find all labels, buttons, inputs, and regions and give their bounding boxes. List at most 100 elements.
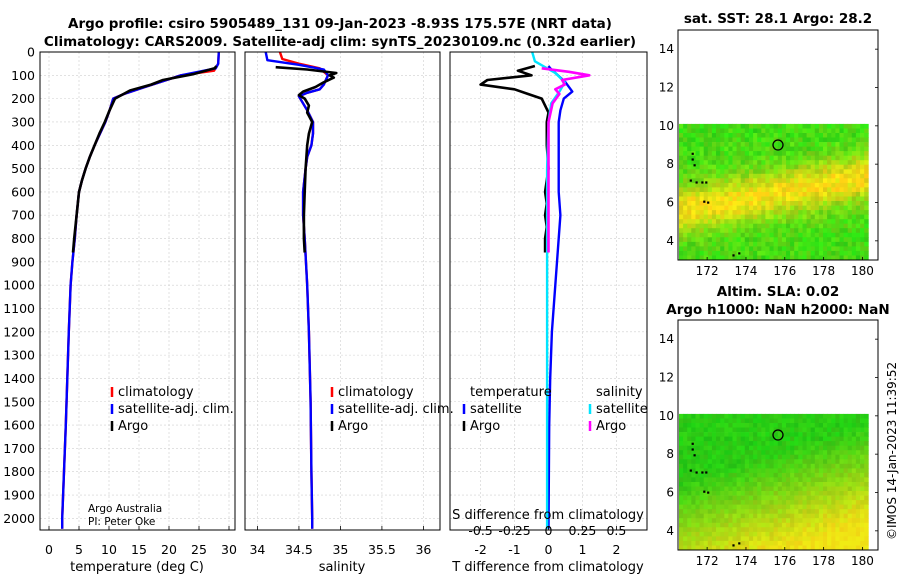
map-cell — [749, 540, 754, 546]
map-cell — [827, 255, 832, 261]
map-cell — [810, 187, 816, 193]
map-cell — [786, 540, 791, 546]
map-cell — [831, 495, 836, 501]
map-cell — [814, 123, 820, 129]
map-cell — [720, 477, 725, 483]
map-cell — [736, 210, 742, 215]
map-cell — [732, 173, 737, 179]
map-cell — [699, 160, 705, 166]
map-cell — [835, 151, 840, 156]
map-cell — [744, 518, 750, 524]
map-cell — [749, 228, 754, 234]
map-cell — [860, 246, 865, 252]
map-cell — [707, 250, 713, 256]
map-cell — [711, 232, 717, 238]
map-cell — [786, 513, 791, 519]
map-cell — [843, 491, 849, 496]
map-cell — [855, 187, 861, 193]
map-cell — [773, 210, 779, 215]
map-cell — [810, 169, 816, 175]
map-cell — [707, 178, 713, 184]
map-cell — [761, 205, 766, 211]
map-cell — [843, 205, 849, 211]
map-cell — [711, 255, 717, 261]
map-cell — [773, 142, 779, 147]
map-cell — [864, 463, 869, 469]
map-cell — [773, 459, 779, 465]
depth-tick-label: 200 — [11, 91, 35, 106]
map-cell — [864, 137, 869, 143]
lat-tick-label: 10 — [659, 409, 674, 423]
map-cell — [757, 182, 762, 188]
map-cell — [703, 463, 709, 469]
map-cell — [703, 477, 709, 483]
map-cell — [773, 513, 779, 519]
map-cell — [818, 500, 824, 505]
map-cell — [699, 173, 705, 179]
map-cell — [847, 178, 853, 184]
map-cell — [847, 441, 853, 446]
map-cell — [810, 219, 816, 225]
map-cell — [679, 155, 684, 161]
map-cell — [711, 513, 717, 519]
map-cell — [711, 527, 717, 533]
map-cell — [777, 205, 783, 211]
map-cell — [749, 432, 754, 437]
map-cell — [707, 454, 713, 460]
map-cell — [699, 459, 705, 465]
map-cell — [753, 232, 758, 238]
map-cell — [769, 527, 774, 533]
map-cell — [847, 210, 853, 215]
map-cell — [765, 454, 770, 460]
map-cell — [691, 531, 696, 537]
map-cell — [761, 210, 766, 215]
map-cell — [740, 540, 746, 546]
map-cell — [728, 500, 733, 505]
map-cell — [761, 128, 766, 134]
map-cell — [786, 423, 791, 428]
salinity-legend: climatology satellite-adj. clim. Argo — [330, 385, 454, 434]
map-cell — [691, 128, 696, 134]
map-cell — [810, 223, 816, 229]
map-cell — [814, 463, 820, 469]
map-cell — [773, 418, 779, 424]
map-cell — [757, 219, 762, 225]
map-cell — [798, 232, 803, 238]
sla-map-subtitle: Argo h1000: NaN h2000: NaN — [666, 302, 889, 318]
map-cell — [679, 500, 684, 505]
map-cell — [855, 482, 861, 487]
map-cell — [744, 182, 750, 188]
map-cell — [818, 137, 824, 143]
map-cell — [827, 445, 832, 451]
island-dot — [707, 201, 710, 204]
map-cell — [679, 491, 684, 496]
map-cell — [691, 477, 696, 483]
map-cell — [749, 545, 754, 551]
map-cell — [687, 413, 692, 419]
map-cell — [839, 509, 844, 515]
map-cell — [732, 441, 737, 446]
map-cell — [716, 133, 721, 138]
map-cell — [777, 531, 783, 537]
map-cell — [798, 427, 803, 433]
map-cell — [761, 137, 766, 143]
map-cell — [827, 237, 832, 243]
map-cell — [839, 427, 844, 433]
map-cell — [786, 509, 791, 515]
map-cell — [855, 459, 861, 465]
map-cell — [827, 246, 832, 252]
map-cell — [851, 223, 857, 229]
map-cell — [810, 237, 816, 243]
map-cell — [831, 201, 836, 206]
map-cell — [691, 169, 696, 175]
map-cell — [765, 205, 770, 211]
island-dot — [705, 181, 708, 184]
map-cell — [786, 182, 791, 188]
map-cell — [769, 454, 774, 460]
map-cell — [740, 146, 746, 152]
map-cell — [695, 232, 700, 238]
series-climatology — [278, 51, 330, 529]
map-cell — [810, 513, 816, 519]
map-cell — [765, 228, 770, 234]
depth-tick-label: 1100 — [3, 301, 35, 316]
